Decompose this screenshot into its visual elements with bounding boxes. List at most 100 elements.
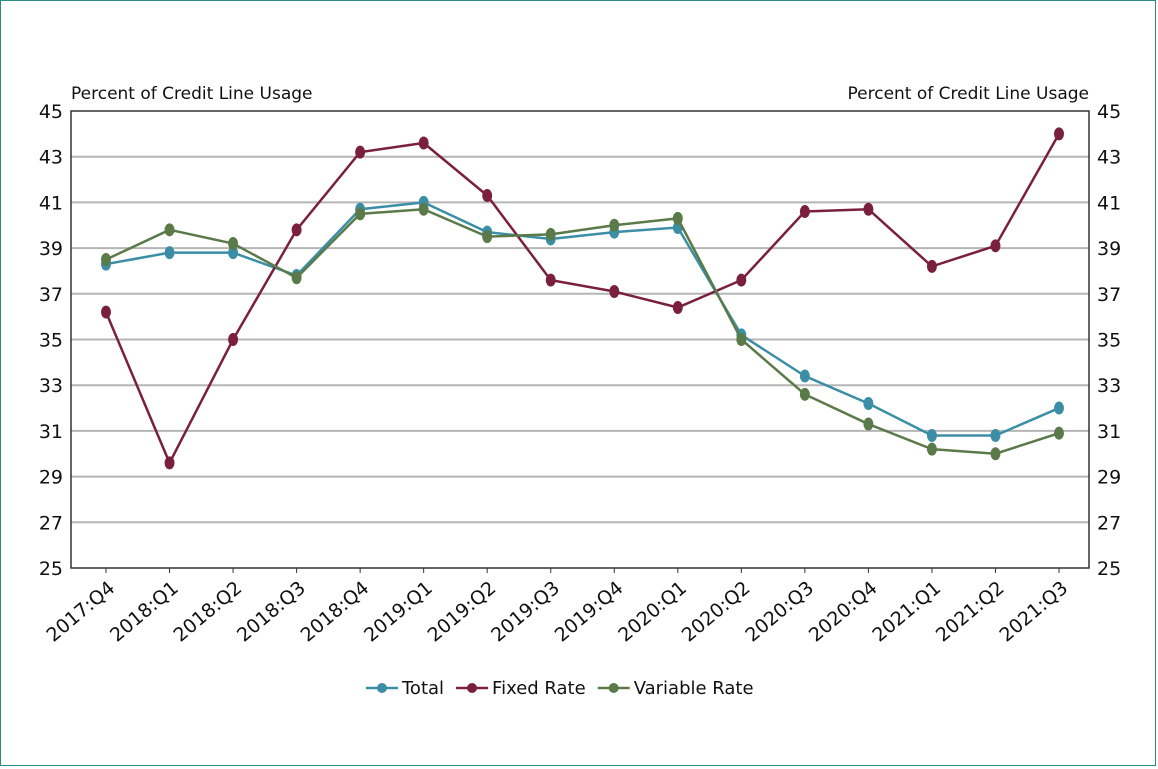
legend-item: Variable Rate xyxy=(597,678,754,699)
y-tick-label-right: 27 xyxy=(1097,512,1121,534)
data-point xyxy=(228,246,239,260)
data-point xyxy=(990,428,1001,442)
y-tick-label-left: 43 xyxy=(39,147,63,169)
data-point xyxy=(418,202,429,216)
y-tick-label-right: 45 xyxy=(1097,101,1121,123)
data-point xyxy=(672,301,683,315)
series-line xyxy=(105,201,1060,437)
y-tick-label-left: 41 xyxy=(39,192,63,214)
y-tick-label-left: 45 xyxy=(39,101,63,123)
series-group xyxy=(101,127,1064,470)
data-point xyxy=(990,239,1001,253)
data-point xyxy=(355,207,366,221)
data-point xyxy=(1054,426,1064,440)
data-point xyxy=(101,253,111,267)
data-point xyxy=(926,442,937,456)
data-point xyxy=(609,218,620,232)
x-tick-label: 2019:Q2 xyxy=(424,577,501,646)
data-point xyxy=(545,273,556,287)
y-tick-label-right: 37 xyxy=(1097,284,1121,306)
series xyxy=(101,127,1064,470)
y-tick-label-right: 41 xyxy=(1097,192,1121,214)
grid xyxy=(71,155,1089,524)
x-tick-label: 2018:Q4 xyxy=(297,577,374,646)
legend-item: Fixed Rate xyxy=(456,678,586,699)
y-tick-label-left: 27 xyxy=(39,512,63,534)
data-point xyxy=(164,246,175,260)
y-tick-label-right: 39 xyxy=(1097,238,1121,260)
y-tick-label-left: 25 xyxy=(39,558,63,580)
data-point xyxy=(291,223,302,237)
data-point xyxy=(355,145,366,159)
y-tick-label-left: 33 xyxy=(39,375,63,397)
data-point xyxy=(799,205,810,219)
data-point xyxy=(863,417,874,431)
x-tick-label: 2017:Q4 xyxy=(42,577,119,646)
data-point xyxy=(164,223,175,237)
x-tick-label: 2018:Q3 xyxy=(233,577,310,646)
y-tick-label-left: 29 xyxy=(39,467,63,489)
data-point xyxy=(609,285,620,299)
x-tick-label: 2021:Q3 xyxy=(995,577,1072,646)
plot-border xyxy=(70,110,1090,569)
data-point xyxy=(799,369,810,383)
axes: 25 25 27 27 29 29 31 31 33 33 35 35 37 37 39 39 41 41 43 43… xyxy=(39,101,1121,580)
y-tick-label-right: 31 xyxy=(1097,421,1121,443)
legend-label: Total xyxy=(401,678,444,699)
data-point xyxy=(228,237,239,251)
x-tick-label: 2019:Q4 xyxy=(551,577,628,646)
data-point xyxy=(1054,127,1064,141)
y-tick-label-right: 43 xyxy=(1097,147,1121,169)
x-tick-label: 2020:Q1 xyxy=(614,577,691,646)
x-tick-labels: 2017:Q42018:Q12018:Q22018:Q32018:Q42019:… xyxy=(42,568,1072,646)
y-tick-label-right: 29 xyxy=(1097,467,1121,489)
data-point xyxy=(863,202,874,216)
data-point xyxy=(926,428,937,442)
x-tick-label: 2020:Q2 xyxy=(678,577,755,646)
legend-label: Variable Rate xyxy=(634,678,754,699)
y-tick-label-right: 25 xyxy=(1097,558,1121,580)
legend-swatch-marker xyxy=(377,683,387,693)
x-tick-label: 2019:Q3 xyxy=(487,577,564,646)
y-tick-label-left: 37 xyxy=(39,284,63,306)
x-tick-label: 2020:Q3 xyxy=(741,577,818,646)
y-tick-label-left: 31 xyxy=(39,421,63,443)
left-axis-title: Percent of Credit Line Usage xyxy=(71,84,313,104)
data-point xyxy=(1054,401,1064,415)
x-tick-label: 2019:Q1 xyxy=(360,577,437,646)
data-point xyxy=(291,271,302,285)
data-point xyxy=(799,387,810,401)
right-axis-title: Percent of Credit Line Usage xyxy=(848,84,1090,104)
data-point xyxy=(863,396,874,410)
series-line xyxy=(104,133,1061,466)
data-point xyxy=(418,136,429,150)
legend-label: Fixed Rate xyxy=(492,678,586,699)
y-tick-label-right: 35 xyxy=(1097,330,1121,352)
y-tick-label-left: 35 xyxy=(39,330,63,352)
series-line xyxy=(105,207,1060,456)
data-point xyxy=(926,259,937,273)
legend: Total Fixed Rate Variable Rate xyxy=(366,678,754,699)
data-point xyxy=(736,273,747,287)
data-point xyxy=(545,227,556,241)
x-tick-label: 2018:Q1 xyxy=(106,577,183,646)
data-point xyxy=(482,230,493,244)
data-point xyxy=(672,211,683,225)
x-tick-label: 2021:Q1 xyxy=(868,577,945,646)
y-tick-label-right: 33 xyxy=(1097,375,1121,397)
data-point xyxy=(228,333,239,346)
data-point xyxy=(482,189,493,203)
data-point xyxy=(736,333,747,346)
data-point xyxy=(164,456,175,470)
data-point xyxy=(101,305,111,319)
legend-swatch-marker xyxy=(467,683,478,693)
series-group xyxy=(101,202,1064,461)
legend-item: Total xyxy=(366,678,444,699)
data-point xyxy=(990,447,1001,461)
x-tick-label: 2020:Q4 xyxy=(805,577,882,646)
legend-swatch-marker xyxy=(608,683,619,693)
y-tick-label-left: 39 xyxy=(39,238,63,260)
x-tick-label: 2018:Q2 xyxy=(169,577,246,646)
